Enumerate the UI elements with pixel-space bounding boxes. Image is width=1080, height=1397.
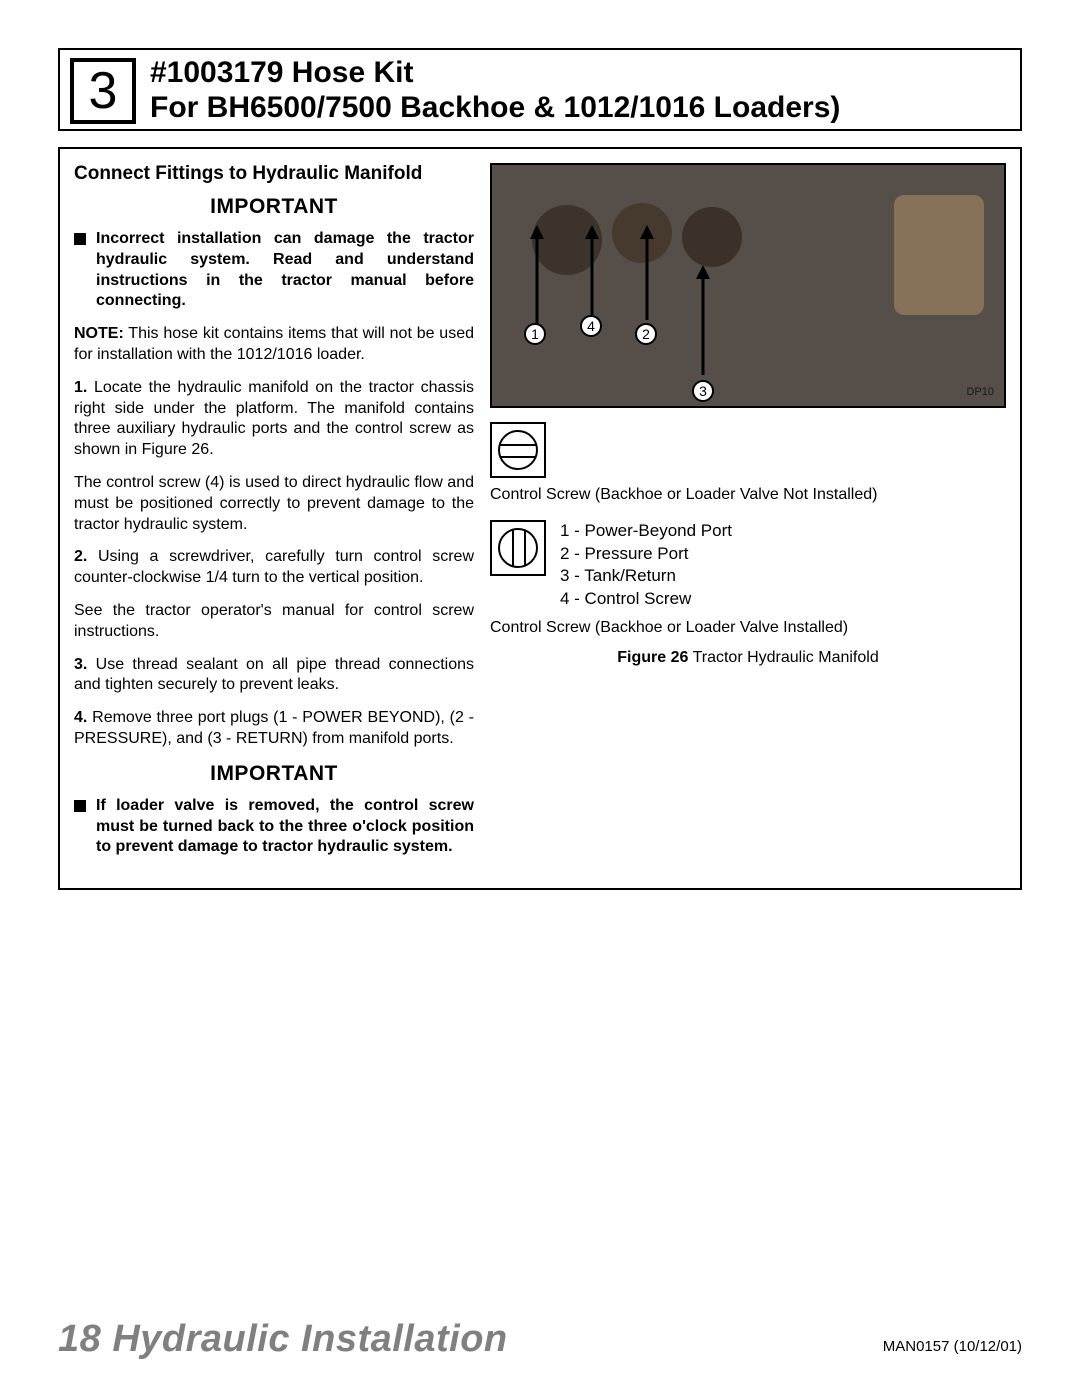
important-heading-2: IMPORTANT xyxy=(74,762,474,786)
footer-section-title: 18 Hydraulic Installation xyxy=(58,1318,508,1361)
step-2-text: Using a screwdriver, carefully turn cont… xyxy=(74,548,474,586)
step-1-text: Locate the hydraulic manifold on the tra… xyxy=(74,379,474,458)
section-header: 3 #1003179 Hose Kit For BH6500/7500 Back… xyxy=(58,48,1022,131)
screw-icon-horizontal xyxy=(490,422,546,478)
step-4: 4. Remove three port plugs (1 - POWER BE… xyxy=(74,708,474,750)
step-3: 3. Use thread sealant on all pipe thread… xyxy=(74,655,474,697)
warning-2-text: If loader valve is removed, the control … xyxy=(96,796,474,858)
see-manual-paragraph: See the tractor operator's manual for co… xyxy=(74,601,474,643)
step-number-box: 3 xyxy=(70,58,136,124)
important-heading-1: IMPORTANT xyxy=(74,195,474,219)
note-label: NOTE: xyxy=(74,325,124,342)
callout-2: 2 xyxy=(635,323,657,345)
title-block: #1003179 Hose Kit For BH6500/7500 Backho… xyxy=(150,56,840,125)
step-3-num: 3. xyxy=(74,656,87,673)
screw-state-installed: 1 - Power-Beyond Port 2 - Pressure Port … xyxy=(490,520,1006,612)
warning-1-text: Incorrect installation can damage the tr… xyxy=(96,229,474,312)
screw-state-not-installed xyxy=(490,422,1006,478)
step-2-num: 2. xyxy=(74,548,87,565)
screw2-caption: Control Screw (Backhoe or Loader Valve I… xyxy=(490,617,1006,639)
screw1-caption: Control Screw (Backhoe or Loader Valve N… xyxy=(490,484,1006,506)
arrow-icon xyxy=(688,265,718,385)
step-1-num: 1. xyxy=(74,379,87,396)
step-2: 2. Using a screwdriver, carefully turn c… xyxy=(74,547,474,589)
title-line-2: For BH6500/7500 Backhoe & 1012/1016 Load… xyxy=(150,91,840,126)
arrow-icon xyxy=(577,225,607,325)
figure-text: Tractor Hydraulic Manifold xyxy=(688,649,878,666)
subheading: Connect Fittings to Hydraulic Manifold xyxy=(74,163,474,185)
figure-column: 1 4 2 3 DP10 Control Screw (Backhoe or L… xyxy=(490,163,1006,870)
figure-caption: Figure 26 Tractor Hydraulic Manifold xyxy=(490,649,1006,667)
bullet-icon xyxy=(74,800,86,812)
legend-block: 1 - Power-Beyond Port 2 - Pressure Port … xyxy=(560,520,1006,612)
manifold-photo: 1 4 2 3 DP10 xyxy=(490,163,1006,408)
step-3-text: Use thread sealant on all pipe thread co… xyxy=(74,656,474,694)
legend-4: 4 - Control Screw xyxy=(560,588,1006,611)
step-4-text: Remove three port plugs (1 - POWER BEYON… xyxy=(74,709,474,747)
warning-2: If loader valve is removed, the control … xyxy=(74,796,474,858)
step-number: 3 xyxy=(89,65,118,117)
legend-3: 3 - Tank/Return xyxy=(560,565,1006,588)
instructions-column: Connect Fittings to Hydraulic Manifold I… xyxy=(74,163,474,870)
figure-label: Figure 26 xyxy=(617,649,688,666)
warning-1: Incorrect installation can damage the tr… xyxy=(74,229,474,312)
legend-2: 2 - Pressure Port xyxy=(560,543,1006,566)
callout-1: 1 xyxy=(524,323,546,345)
step-1: 1. Locate the hydraulic manifold on the … xyxy=(74,378,474,461)
control-screw-paragraph: The control screw (4) is used to direct … xyxy=(74,473,474,535)
arrow-icon xyxy=(632,225,662,330)
content-frame: Connect Fittings to Hydraulic Manifold I… xyxy=(58,147,1022,890)
step-4-num: 4. xyxy=(74,709,87,726)
title-line-1: #1003179 Hose Kit xyxy=(150,56,840,91)
note-text: This hose kit contains items that will n… xyxy=(74,325,474,363)
bullet-icon xyxy=(74,233,86,245)
note-paragraph: NOTE: This hose kit contains items that … xyxy=(74,324,474,366)
arrow-icon xyxy=(522,225,552,335)
footer-doc-id: MAN0157 (10/12/01) xyxy=(883,1338,1022,1355)
photo-id-label: DP10 xyxy=(966,386,994,398)
callout-4: 4 xyxy=(580,315,602,337)
page-footer: 18 Hydraulic Installation MAN0157 (10/12… xyxy=(58,1318,1022,1361)
legend-1: 1 - Power-Beyond Port xyxy=(560,520,1006,543)
screw-icon-vertical xyxy=(490,520,546,576)
callout-3: 3 xyxy=(692,380,714,402)
